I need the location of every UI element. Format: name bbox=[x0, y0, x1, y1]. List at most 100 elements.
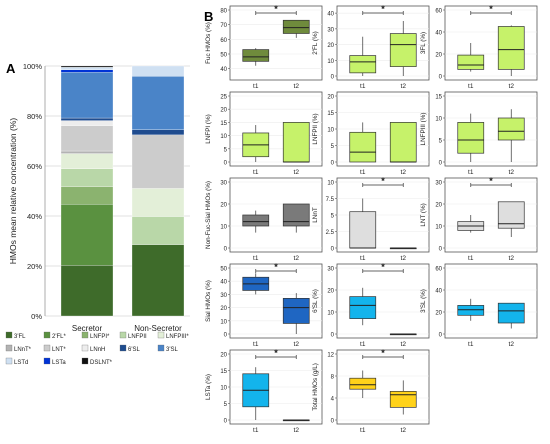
y-tick-label: 60 bbox=[220, 38, 227, 44]
y-tick-label: 15 bbox=[220, 121, 227, 127]
box bbox=[497, 302, 525, 324]
bar-segment bbox=[60, 265, 114, 317]
boxplot-panel: 0 20 40 60 3FL (%) t1 t2 * bbox=[420, 4, 538, 90]
y-tick-label: 60 bbox=[435, 267, 442, 273]
y-tick-label: 20 bbox=[327, 95, 334, 101]
panel-frame bbox=[444, 177, 538, 253]
legend-swatch bbox=[119, 331, 127, 339]
significance-marker: * bbox=[274, 348, 278, 358]
y-tick-label: 20 bbox=[435, 203, 442, 209]
y-tick-label: 4 bbox=[331, 397, 335, 403]
y-tick-label: 10 bbox=[220, 134, 227, 140]
legend-swatch bbox=[157, 331, 165, 339]
boxplot-panel: 0 20 40 60 3'SL (%) t1 t2 bbox=[420, 263, 538, 348]
box bbox=[242, 49, 270, 62]
y-tick-label: 40 bbox=[220, 280, 227, 286]
y-tick-label: 0 bbox=[224, 247, 228, 253]
bar-segment bbox=[60, 67, 114, 70]
significance-marker: * bbox=[489, 176, 493, 186]
y-axis-label: Non-Fuc-Sial HMOs (%) bbox=[205, 181, 212, 249]
y-tick-label: 50 bbox=[220, 53, 227, 59]
y-axis-label: 3'SL (%) bbox=[420, 289, 427, 313]
x-tick-label: t2 bbox=[509, 341, 515, 348]
y-tick-label: 2.5 bbox=[326, 230, 335, 236]
box bbox=[282, 298, 310, 324]
x-tick-label: t2 bbox=[294, 255, 300, 262]
y-tick-label: 0 bbox=[439, 75, 443, 81]
boxplot-panel: 0 5 10 15 LNFPIII (%) t1 t2 bbox=[420, 91, 538, 176]
boxplot-panel: 0 5 10 15 20 LNFPII (%) t1 t2 bbox=[312, 91, 430, 176]
x-tick-label: t2 bbox=[401, 169, 407, 176]
x-tick-label: t2 bbox=[401, 341, 407, 348]
significance-marker: * bbox=[274, 262, 278, 272]
y-tick-label: 0% bbox=[31, 312, 42, 321]
bar-segment bbox=[60, 125, 114, 152]
panel-label-b: B bbox=[204, 9, 213, 24]
y-tick-label: 0 bbox=[331, 333, 335, 339]
x-tick-label: t1 bbox=[468, 341, 474, 348]
bar-segment bbox=[60, 153, 114, 169]
x-tick-label: t1 bbox=[253, 427, 259, 434]
significance-marker: * bbox=[381, 348, 385, 358]
legend-swatch bbox=[81, 357, 89, 365]
y-tick-label: 30 bbox=[220, 293, 227, 299]
y-tick-label: 7.5 bbox=[326, 197, 335, 203]
x-category-label: Non-Secretor bbox=[134, 324, 182, 333]
boxplot-panel: 0 10 20 30 Non-Fuc-Sial HMOs (%) t1 t2 bbox=[205, 177, 323, 262]
y-axis-label: LNnT bbox=[312, 207, 319, 223]
legend-swatch bbox=[157, 344, 165, 352]
legend-label: 3'FL bbox=[14, 334, 26, 340]
legend-label: LNnH bbox=[90, 347, 105, 353]
boxplot-panel: 0 5 10 15 20 25 LNFPI (%) t1 t2 bbox=[205, 91, 323, 176]
panel-label-a: A bbox=[6, 61, 16, 76]
legend-label: LNFPII bbox=[128, 334, 147, 340]
legend-label: LNnT* bbox=[14, 347, 32, 353]
y-axis-label: Total HMOs (g/L) bbox=[312, 363, 319, 411]
y-tick-label: 40% bbox=[27, 212, 42, 221]
legend: 3'FL 2'FL* LNFPI* LNFPII LNFPIII* LNnT* LNT* LN… bbox=[5, 331, 189, 366]
y-axis-label: 2'FL (%) bbox=[312, 31, 319, 54]
y-tick-label: 12 bbox=[327, 353, 334, 359]
legend-swatch bbox=[43, 357, 51, 365]
x-tick-label: t2 bbox=[401, 427, 407, 434]
boxplot-panel: 0 5 10 15 20 LSTa (%) t1 t2 * bbox=[205, 348, 323, 434]
significance-marker: * bbox=[381, 4, 385, 14]
y-tick-label: 20% bbox=[27, 262, 42, 271]
x-tick-label: t2 bbox=[509, 255, 515, 262]
y-tick-label: 40 bbox=[220, 67, 227, 73]
y-tick-label: 10 bbox=[327, 59, 334, 65]
significance-marker: * bbox=[489, 4, 493, 14]
bar-segment bbox=[60, 72, 114, 119]
y-axis-label: LNFPI (%) bbox=[205, 114, 212, 143]
y-tick-label: 50 bbox=[220, 267, 227, 273]
significance-marker: * bbox=[381, 176, 385, 186]
y-tick-label: 15 bbox=[435, 95, 442, 101]
stacked-bar-chart: HMOs mean relative concentration (%) 0% 20… bbox=[5, 62, 190, 366]
legend-label: 6'SL bbox=[128, 347, 140, 353]
boxplot-panel: 0 2.5 5 7.5 10 LNnT t1 t2 * bbox=[312, 176, 430, 262]
x-tick-label: t1 bbox=[253, 341, 259, 348]
x-tick-label: t2 bbox=[509, 169, 515, 176]
box bbox=[389, 122, 417, 163]
x-tick-label: t1 bbox=[360, 83, 366, 90]
y-tick-label: 10 bbox=[327, 181, 334, 187]
legend-label: LNT* bbox=[52, 347, 66, 353]
y-tick-label: 15 bbox=[220, 369, 227, 375]
legend-swatch bbox=[5, 344, 13, 352]
y-tick-label: 25 bbox=[220, 95, 227, 101]
legend-label: LSTd bbox=[14, 360, 28, 366]
y-tick-label: 0 bbox=[224, 419, 228, 425]
y-tick-label: 8 bbox=[331, 375, 335, 381]
bar-segment bbox=[60, 120, 114, 126]
y-tick-label: 70 bbox=[220, 23, 227, 29]
bar-segment bbox=[131, 134, 185, 189]
y-axis-label: LNFPII (%) bbox=[312, 113, 319, 144]
x-tick-label: t1 bbox=[253, 83, 259, 90]
x-tick-label: t1 bbox=[468, 169, 474, 176]
box bbox=[497, 117, 525, 141]
y-tick-label: 5 bbox=[224, 402, 228, 408]
box bbox=[349, 296, 377, 319]
